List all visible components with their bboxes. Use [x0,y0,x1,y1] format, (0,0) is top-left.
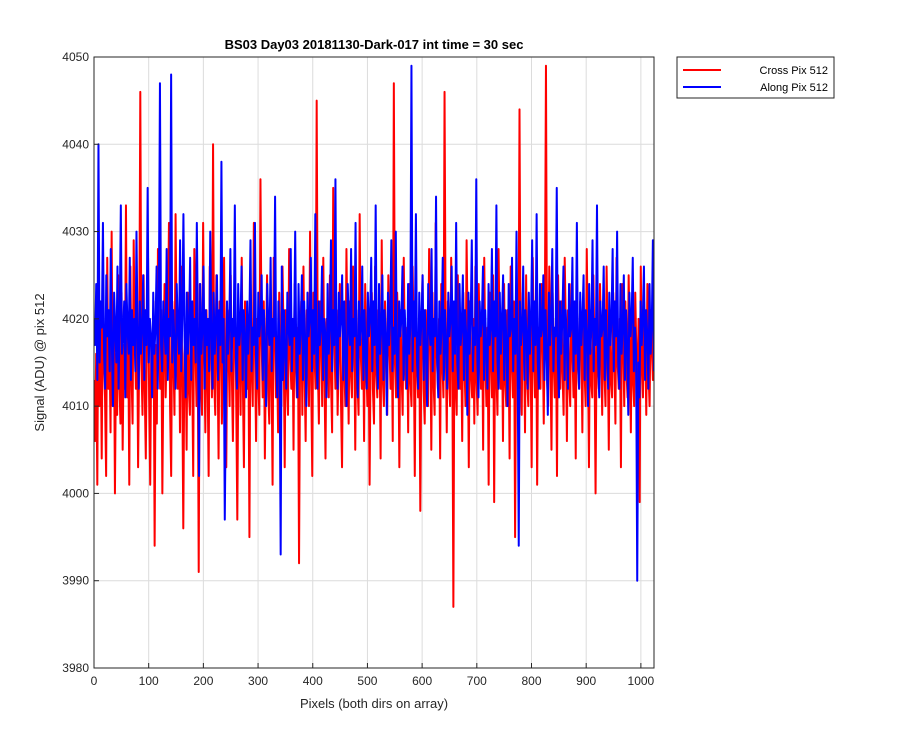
y-tick-label: 4020 [62,312,89,326]
x-tick-label: 1000 [628,674,655,688]
y-tick-label: 4030 [62,225,89,239]
y-tick-label: 4000 [62,486,89,500]
x-tick-label: 400 [303,674,323,688]
series-line-1 [94,64,654,582]
series-layer [94,64,654,608]
x-axis-label: Pixels (both dirs on array) [300,696,448,711]
legend[interactable]: Cross Pix 512 Along Pix 512 [676,56,835,99]
y-tick-label: 4050 [62,50,89,64]
legend-entry-along-pix: Along Pix 512 [760,82,828,94]
ticks: 0 100 200 300 400 500 600 700 800 900 1000 3980 3990… [62,50,654,688]
y-tick-label: 4040 [62,137,89,151]
x-tick-label: 300 [248,674,268,688]
x-tick-label: 600 [412,674,432,688]
x-tick-label: 900 [576,674,596,688]
x-tick-label: 0 [91,674,98,688]
x-tick-label: 700 [467,674,487,688]
x-tick-label: 800 [521,674,541,688]
chart-title: BS03 Day03 20181130-Dark-017 int time = … [225,37,524,52]
legend-entry-cross-pix: Cross Pix 512 [760,65,828,77]
y-tick-label: 3990 [62,574,89,588]
plot-area: 0 100 200 300 400 500 600 700 800 900 1000 3980 3990… [62,50,654,688]
x-tick-label: 100 [139,674,159,688]
y-tick-label: 3980 [62,661,89,675]
x-tick-label: 500 [357,674,377,688]
y-tick-label: 4010 [62,399,89,413]
y-axis-label: Signal (ADU) @ pix 512 [32,293,47,431]
legend-box [676,56,835,99]
axes-box [93,56,655,669]
x-tick-label: 200 [193,674,213,688]
